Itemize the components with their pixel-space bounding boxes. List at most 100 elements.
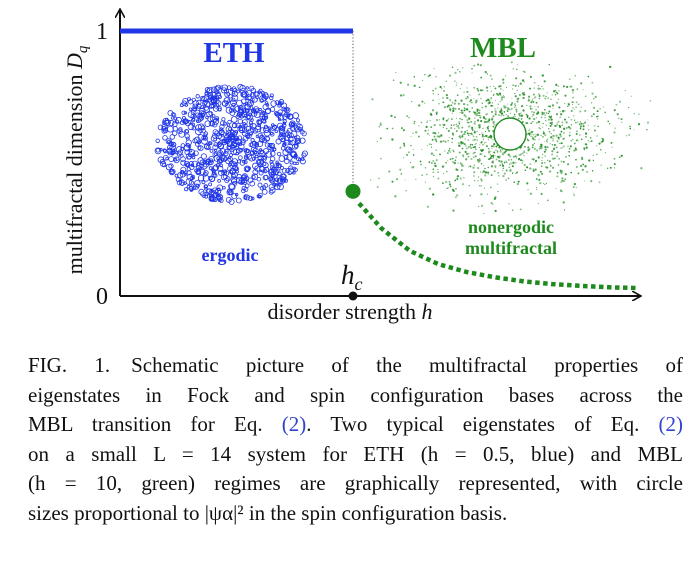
eth-state-point	[287, 136, 294, 142]
mbl-state-point	[473, 64, 476, 67]
mbl-state-point	[564, 110, 566, 112]
eth-state-point	[195, 103, 202, 109]
mbl-state-point	[519, 94, 521, 96]
eth-state-point	[211, 187, 219, 194]
mbl-state-point	[521, 162, 524, 164]
eth-state-point	[231, 131, 238, 137]
eth-state-point	[229, 147, 234, 153]
mbl-state-point	[549, 163, 551, 165]
mbl-state-point	[492, 125, 495, 128]
mbl-state-point	[490, 98, 492, 100]
mbl-state-point	[449, 104, 452, 107]
eth-state-point	[243, 147, 250, 154]
eth-state-point	[192, 103, 199, 110]
mbl-state-point	[471, 133, 473, 136]
mbl-state-point	[507, 110, 509, 113]
eth-state-point	[204, 120, 211, 127]
mbl-state-point	[432, 168, 435, 171]
eth-state-point	[216, 141, 222, 148]
mbl-state-point	[480, 120, 483, 123]
mbl-state-point	[507, 103, 509, 105]
eth-state-point	[174, 119, 179, 124]
mbl-state-point	[495, 111, 497, 114]
y-axis-label-subscript: q	[75, 45, 91, 53]
mbl-state-point	[428, 161, 431, 164]
mbl-state-point	[618, 100, 622, 103]
mbl-state-point	[544, 97, 547, 100]
mbl-state-point	[489, 85, 492, 88]
mbl-state-point	[549, 116, 552, 119]
mbl-state-point	[538, 127, 540, 129]
eth-state-point	[192, 117, 196, 122]
equation-reference-link[interactable]: (2)	[658, 412, 684, 436]
mbl-state-point	[439, 124, 441, 126]
mbl-state-point	[456, 168, 459, 172]
equation-reference-link[interactable]: (2)	[281, 412, 307, 436]
mbl-state-point	[484, 70, 487, 74]
mbl-state-point	[402, 94, 405, 97]
mbl-state-point	[429, 119, 431, 122]
mbl-state-point	[463, 143, 466, 146]
mbl-state-point	[550, 136, 553, 139]
y-axis-label-text: multifractal dimension	[62, 69, 87, 274]
eth-state-point	[245, 126, 251, 132]
eth-state-point	[186, 173, 194, 181]
mbl-state-point	[399, 81, 402, 84]
mbl-state-point	[442, 97, 444, 99]
mbl-state-point	[521, 120, 524, 124]
mbl-state-point	[426, 121, 428, 123]
mbl-state-point	[457, 69, 459, 71]
mbl-state-point	[601, 140, 604, 143]
mbl-state-point	[442, 140, 445, 142]
eth-state-point	[157, 124, 164, 131]
mbl-state-point	[571, 101, 574, 103]
eth-state-point	[270, 100, 277, 107]
y-axis-label-symbol: D	[62, 53, 87, 70]
mbl-state-point	[569, 127, 572, 130]
mbl-state-point	[461, 83, 463, 85]
mbl-state-point	[487, 127, 490, 130]
mbl-state-point	[492, 139, 494, 141]
mbl-state-point	[603, 106, 605, 108]
mbl-state-point	[537, 203, 539, 205]
mbl-state-point	[535, 117, 537, 119]
mbl-state-point	[527, 189, 529, 191]
mbl-state-point	[485, 145, 489, 148]
mbl-state-point	[525, 121, 528, 125]
mbl-state-point	[408, 117, 410, 119]
mbl-state-point	[430, 126, 433, 128]
mbl-state-point	[499, 94, 502, 96]
mbl-state-point	[581, 168, 584, 171]
mbl-state-point	[451, 118, 453, 121]
mbl-state-point	[490, 97, 492, 99]
mbl-state-point	[421, 79, 424, 82]
mbl-state-point	[575, 132, 578, 135]
eth-state-point	[261, 95, 268, 102]
mbl-state-point	[539, 88, 541, 90]
eth-state-point	[275, 111, 281, 117]
eth-state-point	[225, 157, 232, 165]
mbl-state-point	[501, 163, 504, 165]
mbl-state-point	[539, 124, 541, 126]
mbl-state-point	[497, 190, 499, 193]
eth-state-point	[226, 130, 232, 136]
mbl-state-point	[520, 146, 522, 149]
mbl-state-point	[562, 137, 565, 140]
mbl-state-point	[481, 89, 484, 92]
mbl-state-point	[568, 151, 571, 153]
mbl-state-point	[426, 205, 430, 208]
mbl-state-point	[438, 103, 440, 105]
mbl-state-point	[483, 117, 486, 119]
mbl-state-point	[452, 133, 454, 135]
mbl-state-point	[449, 147, 451, 150]
mbl-state-point	[607, 167, 609, 169]
eth-state-point	[227, 188, 233, 194]
eth-state-point	[165, 138, 172, 145]
mbl-region-title: MBL	[470, 32, 536, 64]
mbl-state-point	[552, 138, 554, 140]
mbl-state-point	[455, 84, 458, 86]
mbl-state-point	[552, 129, 555, 132]
mbl-state-point	[461, 163, 463, 165]
eth-state-point	[201, 163, 208, 170]
eth-state-point	[252, 169, 259, 175]
